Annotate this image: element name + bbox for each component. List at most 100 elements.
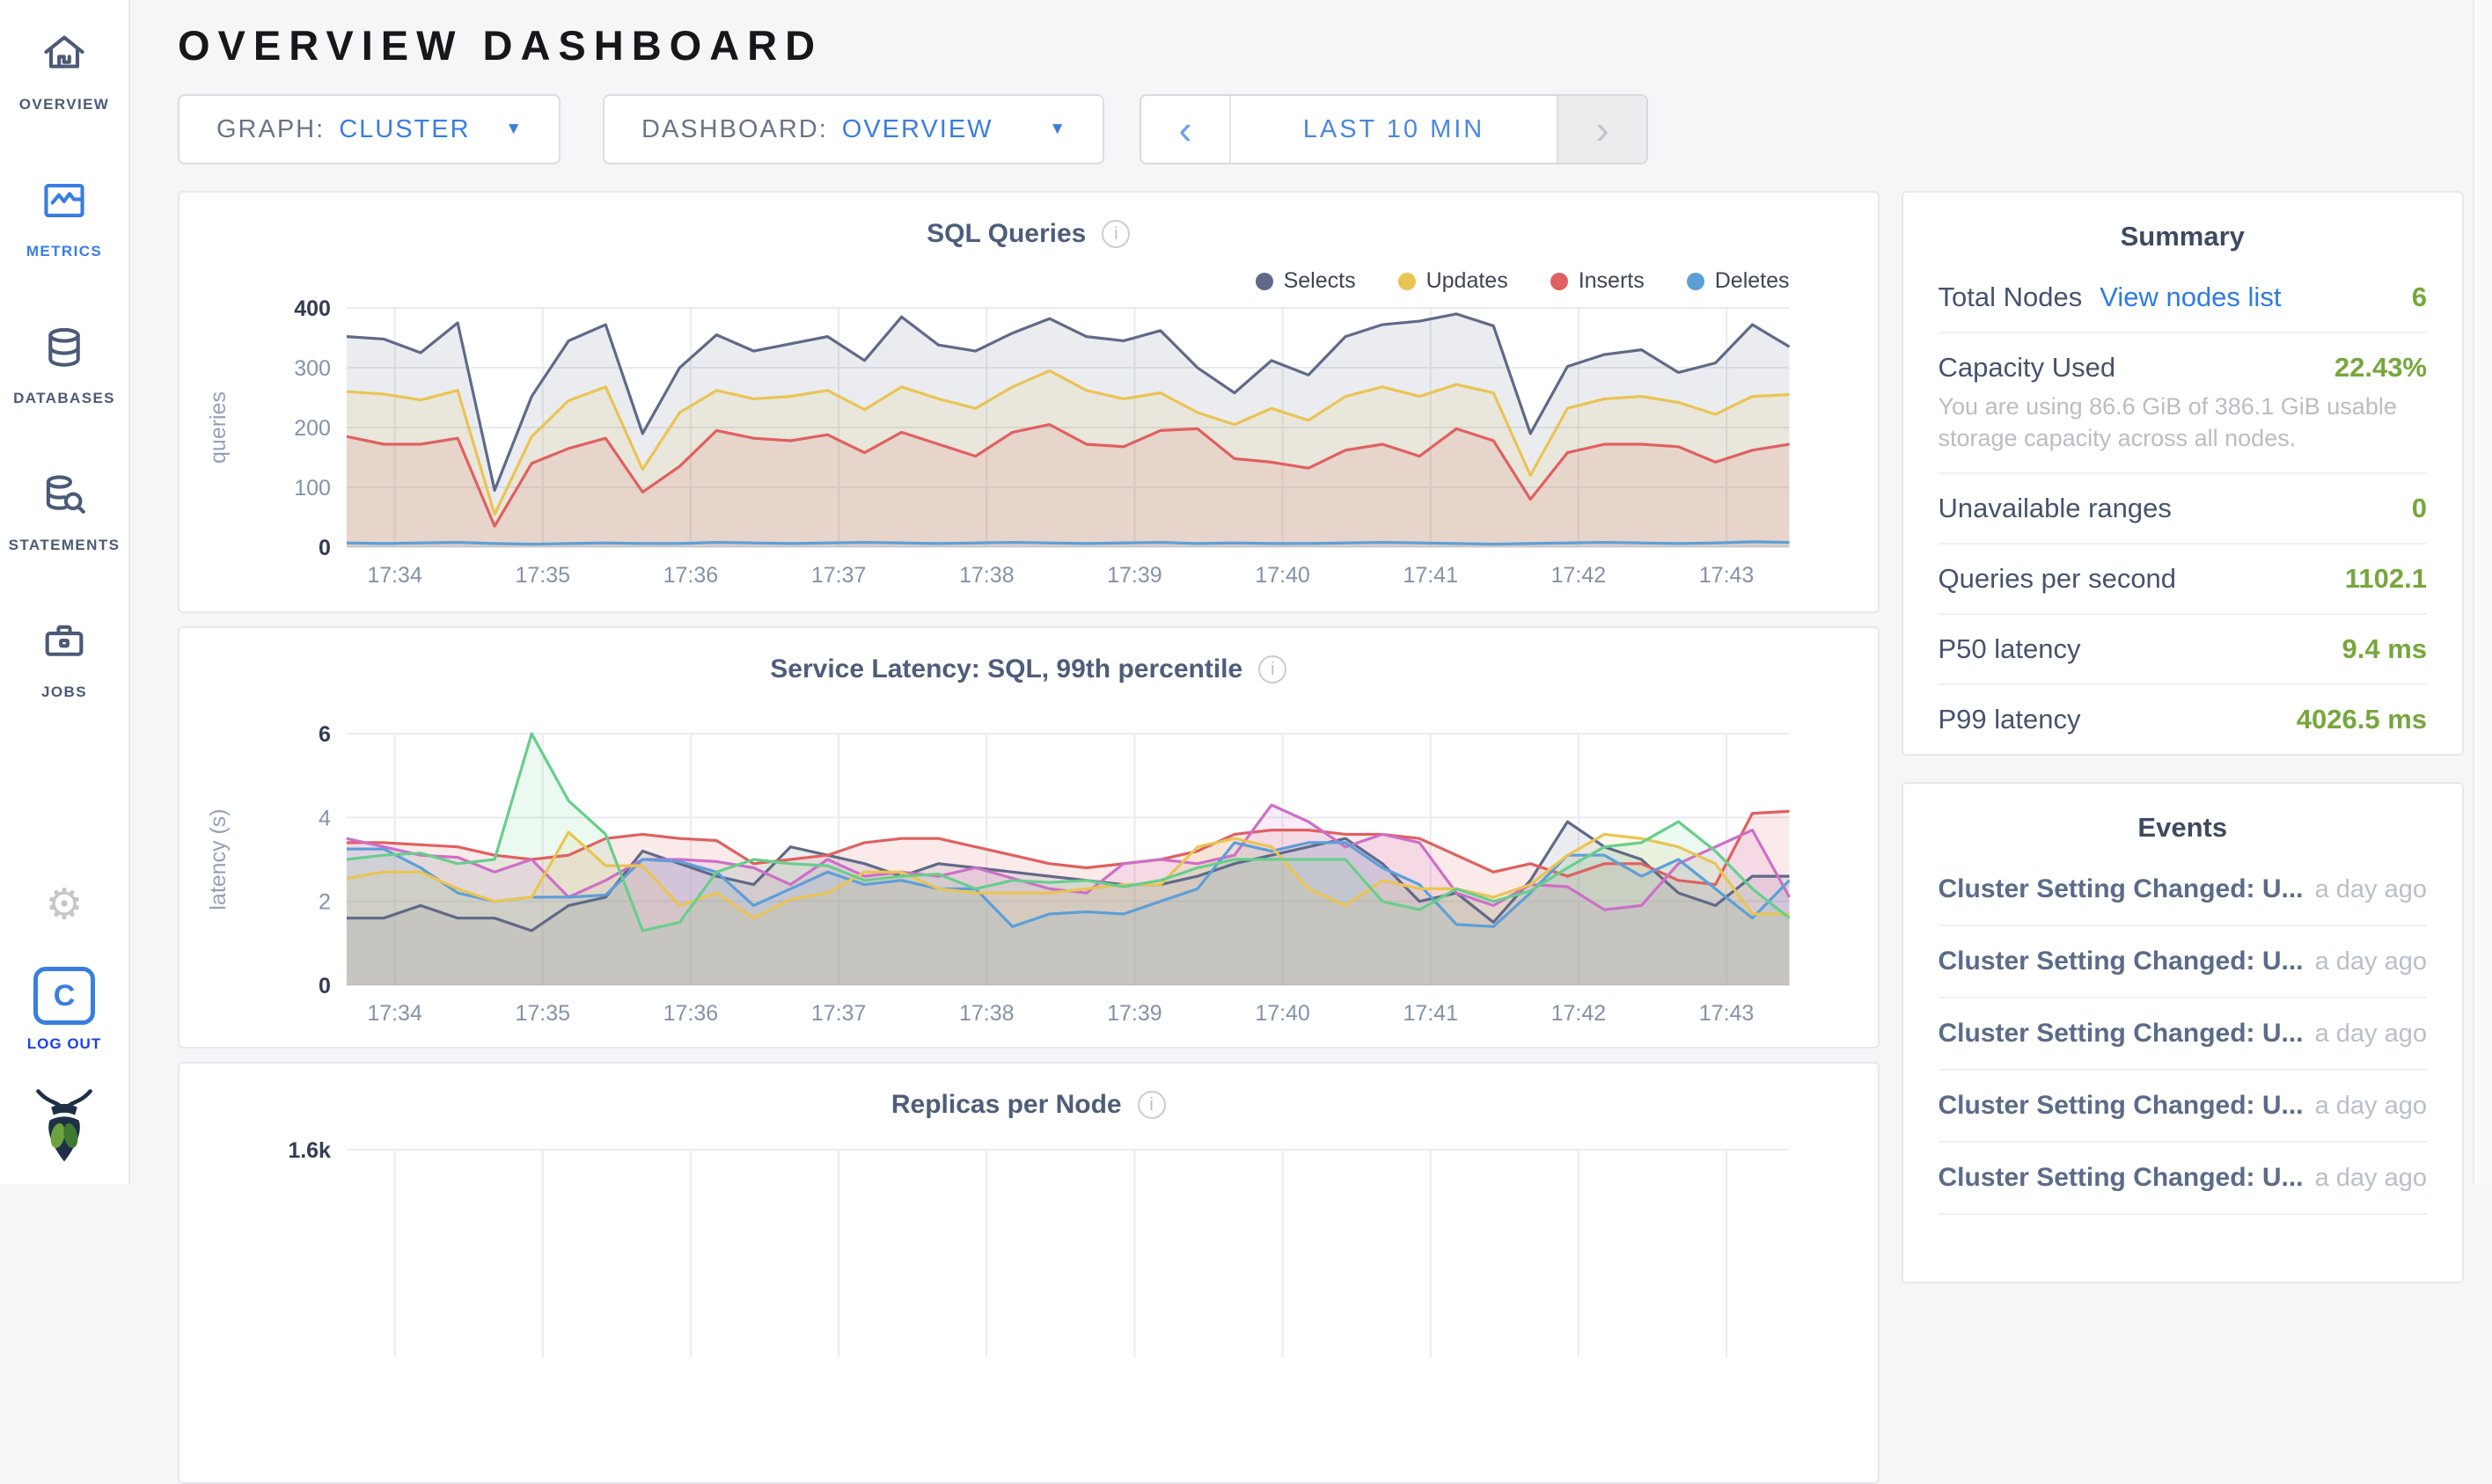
svg-text:6: 6 xyxy=(319,723,331,747)
svg-text:17:39: 17:39 xyxy=(1107,1001,1162,1026)
event-row[interactable]: Cluster Setting Changed: U... a day ago xyxy=(1938,926,2427,999)
event-text: Cluster Setting Changed: U... xyxy=(1938,1019,2304,1049)
event-time: a day ago xyxy=(2314,1019,2427,1048)
sql-queries-chart: 17:34 17:35 17:36 17:37 17:38 17:39 17:40 17:41… xyxy=(206,297,1791,588)
legend-item-updates: Updates xyxy=(1397,268,1508,294)
chart-title: Service Latency: SQL, 99th percentile xyxy=(770,654,1243,684)
svg-text:400: 400 xyxy=(294,297,331,321)
cockroach-bug-logo-icon[interactable] xyxy=(27,1088,101,1175)
event-time: a day ago xyxy=(2314,1163,2427,1192)
sidebar-item-label: OVERVIEW xyxy=(18,96,110,113)
logout-label: LOG OUT xyxy=(26,1035,102,1052)
metrics-icon xyxy=(39,175,90,230)
replicas-per-node-card: Replicas per Node i 1.6k xyxy=(178,1062,1880,1484)
event-text: Cluster Setting Changed: U... xyxy=(1938,874,2304,904)
sidebar: OVERVIEW METRICS DATABASES STATEMENTS JO… xyxy=(0,0,130,1184)
svg-text:17:34: 17:34 xyxy=(367,1001,422,1026)
svg-text:0: 0 xyxy=(319,536,331,560)
event-row[interactable]: Cluster Setting Changed: U... a day ago xyxy=(1938,1071,2427,1144)
capacity-subtext: You are using 86.6 GiB of 386.1 GiB usab… xyxy=(1938,393,2397,452)
charts-column: SQL Queries i Selects Updates Inserts xyxy=(178,191,1880,1484)
summary-panel: Summary Total Nodes View nodes list 6 Ca… xyxy=(1901,191,2464,757)
time-range-selector: ‹ LAST 10 MIN › xyxy=(1140,94,1648,164)
events-title: Events xyxy=(2137,812,2228,844)
event-time: a day ago xyxy=(2314,1091,2427,1120)
graph-dropdown[interactable]: GRAPH: CLUSTER ▼ xyxy=(178,94,561,164)
total-nodes-value: 6 xyxy=(2411,281,2427,312)
sidebar-item-label: JOBS xyxy=(41,684,87,700)
legend-dot xyxy=(1550,272,1568,290)
info-icon[interactable]: i xyxy=(1102,220,1131,248)
settings-gear-icon[interactable]: ⚙ xyxy=(45,881,84,928)
svg-text:4: 4 xyxy=(319,806,331,830)
sidebar-item-databases[interactable]: DATABASES xyxy=(13,322,115,407)
info-icon[interactable]: i xyxy=(1137,1091,1166,1119)
replicas-per-node-chart: 1.6k xyxy=(288,1139,1790,1357)
legend-item-deletes: Deletes xyxy=(1686,268,1790,294)
svg-text:300: 300 xyxy=(294,356,331,381)
svg-text:17:35: 17:35 xyxy=(515,1001,570,1026)
svg-text:0: 0 xyxy=(319,974,331,998)
event-row[interactable]: Cluster Setting Changed: U... a day ago xyxy=(1938,854,2427,927)
sidebar-item-jobs[interactable]: JOBS xyxy=(39,616,90,701)
summary-row-qps: Queries per second 1102.1 xyxy=(1938,545,2427,616)
summary-row-p99: P99 latency 4026.5 ms xyxy=(1938,704,2428,735)
dashboard-dropdown-value: OVERVIEW xyxy=(841,114,993,143)
time-range-value[interactable]: LAST 10 MIN xyxy=(1302,114,1485,143)
home-icon xyxy=(39,28,90,84)
service-latency-chart: 17:34 17:35 17:36 17:37 17:38 17:39 17:40 17:41… xyxy=(206,723,1791,1026)
jobs-icon xyxy=(39,616,90,671)
info-icon[interactable]: i xyxy=(1258,655,1287,684)
sidebar-item-label: METRICS xyxy=(26,243,103,260)
time-range-prev-button[interactable]: ‹ xyxy=(1141,96,1231,163)
summary-row-total-nodes: Total Nodes View nodes list 6 xyxy=(1938,263,2427,333)
svg-text:2: 2 xyxy=(319,890,331,915)
svg-text:17:38: 17:38 xyxy=(959,563,1015,588)
event-time: a day ago xyxy=(2314,947,2427,976)
sidebar-item-metrics[interactable]: METRICS xyxy=(26,175,102,260)
svg-text:17:43: 17:43 xyxy=(1699,1001,1755,1026)
view-nodes-list-link[interactable]: View nodes list xyxy=(2100,281,2282,312)
legend-item-selects: Selects xyxy=(1255,268,1356,294)
p99-value: 4026.5 ms xyxy=(2296,704,2427,735)
svg-text:17:36: 17:36 xyxy=(663,1001,719,1026)
summary-row-p50: P50 latency 9.4 ms xyxy=(1938,615,2427,686)
databases-icon xyxy=(39,322,90,377)
sidebar-item-label: STATEMENTS xyxy=(8,537,121,553)
unavailable-value: 0 xyxy=(2411,493,2427,524)
svg-text:17:40: 17:40 xyxy=(1255,563,1310,588)
scrollbar[interactable] xyxy=(2473,0,2492,1184)
main-content: OVERVIEW DASHBOARD GRAPH: CLUSTER ▼ DASH… xyxy=(132,0,2471,1484)
capacity-value: 22.43% xyxy=(2334,352,2427,383)
summary-title: Summary xyxy=(2120,221,2245,252)
svg-text:17:42: 17:42 xyxy=(1551,1001,1607,1026)
service-latency-card: Service Latency: SQL, 99th percentile i … xyxy=(178,626,1880,1049)
svg-text:17:41: 17:41 xyxy=(1403,1001,1458,1026)
p50-value: 9.4 ms xyxy=(2342,633,2427,665)
sidebar-item-statements[interactable]: STATEMENTS xyxy=(9,469,121,554)
svg-text:200: 200 xyxy=(294,416,331,441)
events-list: Cluster Setting Changed: U... a day ago … xyxy=(1938,854,2427,1216)
svg-text:17:34: 17:34 xyxy=(367,563,422,588)
svg-text:17:42: 17:42 xyxy=(1551,563,1607,588)
logout-button[interactable]: C LOG OUT xyxy=(27,967,101,1053)
summary-row-capacity: Capacity Used 22.43% You are using 86.6 … xyxy=(1938,333,2427,475)
side-column: Summary Total Nodes View nodes list 6 Ca… xyxy=(1901,191,2464,1484)
qps-value: 1102.1 xyxy=(2344,563,2427,595)
statements-icon xyxy=(39,469,90,524)
sidebar-item-overview[interactable]: OVERVIEW xyxy=(19,28,110,113)
event-row[interactable]: Cluster Setting Changed: U... a day ago xyxy=(1938,1143,2427,1216)
chart-title: Replicas per Node xyxy=(891,1090,1122,1119)
summary-row-unavailable: Unavailable ranges 0 xyxy=(1938,474,2427,545)
svg-text:17:40: 17:40 xyxy=(1255,1001,1310,1026)
sql-queries-legend: Selects Updates Inserts Deletes xyxy=(180,249,1878,294)
chart-title: SQL Queries xyxy=(927,219,1087,248)
event-text: Cluster Setting Changed: U... xyxy=(1938,947,2304,976)
event-row[interactable]: Cluster Setting Changed: U... a day ago xyxy=(1938,998,2427,1071)
page-title: OVERVIEW DASHBOARD xyxy=(178,22,824,69)
time-range-next-button[interactable]: › xyxy=(1557,96,1646,163)
legend-dot xyxy=(1255,272,1273,290)
event-time: a day ago xyxy=(2314,874,2427,903)
dashboard-dropdown[interactable]: DASHBOARD: OVERVIEW ▼ xyxy=(603,94,1104,164)
svg-text:17:35: 17:35 xyxy=(515,563,570,588)
